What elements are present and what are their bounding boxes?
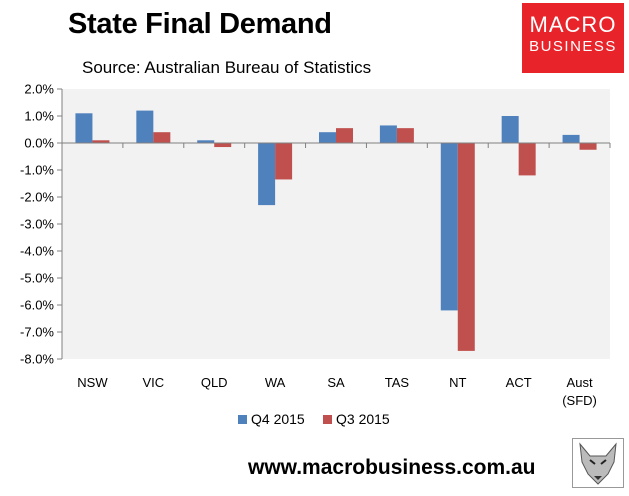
x-tick-label: TAS [385, 375, 410, 390]
x-tick-label: NSW [77, 375, 108, 390]
bar-2-3 [275, 143, 293, 180]
bar-2-1 [153, 132, 171, 143]
bar-1-4 [319, 132, 336, 143]
bar-2-2 [214, 143, 232, 148]
x-tick-label: ACT [506, 375, 532, 390]
bar-1-6 [440, 143, 458, 311]
y-tick-label: -1.0% [20, 163, 54, 178]
bar-1-0 [75, 113, 93, 143]
chart-title: State Final Demand [68, 8, 332, 40]
bar-1-5 [379, 125, 397, 143]
y-tick-label: 2.0% [24, 82, 54, 97]
legend-swatch-2 [323, 415, 332, 424]
bar-2-6 [457, 143, 475, 351]
bars-group [75, 110, 597, 351]
x-tick-label: NT [449, 375, 466, 390]
y-tick-label: -6.0% [20, 298, 54, 313]
x-tick-label: VIC [142, 375, 164, 390]
bar-1-8 [562, 134, 580, 143]
y-tick-label: -7.0% [20, 325, 54, 340]
bar-2-5 [396, 128, 414, 143]
bar-1-3 [258, 143, 276, 206]
x-tick-label: SA [327, 375, 345, 390]
chart-subtitle: Source: Australian Bureau of Statistics [82, 58, 372, 77]
bar-2-0 [92, 140, 110, 143]
fox-logo-icon [572, 438, 624, 488]
bar-1-2 [197, 140, 215, 143]
bar-2-8 [579, 143, 597, 150]
bar-2-4 [336, 128, 353, 143]
x-tick-label: WA [265, 375, 286, 390]
brand-logo: MACRO BUSINESS [522, 3, 624, 73]
y-tick-label: 1.0% [24, 109, 54, 124]
x-tick-label: QLD [201, 375, 228, 390]
logo-line-1: MACRO [529, 12, 617, 37]
bar-2-7 [518, 143, 536, 176]
legend-label-1: Q4 2015 [251, 411, 305, 427]
legend: Q4 2015 Q3 2015 [238, 411, 390, 427]
y-tick-label: -4.0% [20, 244, 54, 259]
bar-1-1 [136, 110, 154, 143]
legend-swatch-1 [238, 415, 247, 424]
y-tick-label: -8.0% [20, 352, 54, 367]
y-tick-label: -3.0% [20, 217, 54, 232]
y-tick-label: -2.0% [20, 190, 54, 205]
logo-line-2: BUSINESS [529, 38, 617, 55]
bar-chart: 2.0% 1.0% 0.0% -1.0% -2.0% -3.0% -4.0% -5.0% -6.… [20, 82, 611, 427]
bar-1-7 [501, 116, 519, 143]
y-tick-label: -5.0% [20, 271, 54, 286]
x-tick-label: Aust (SFD) [562, 375, 597, 408]
y-tick-label: 0.0% [24, 136, 54, 151]
website-url: www.macrobusiness.com.au [248, 456, 536, 479]
axes-group: 2.0% 1.0% 0.0% -1.0% -2.0% -3.0% -4.0% -5.0% -6.… [20, 82, 611, 408]
legend-label-2: Q3 2015 [336, 411, 390, 427]
